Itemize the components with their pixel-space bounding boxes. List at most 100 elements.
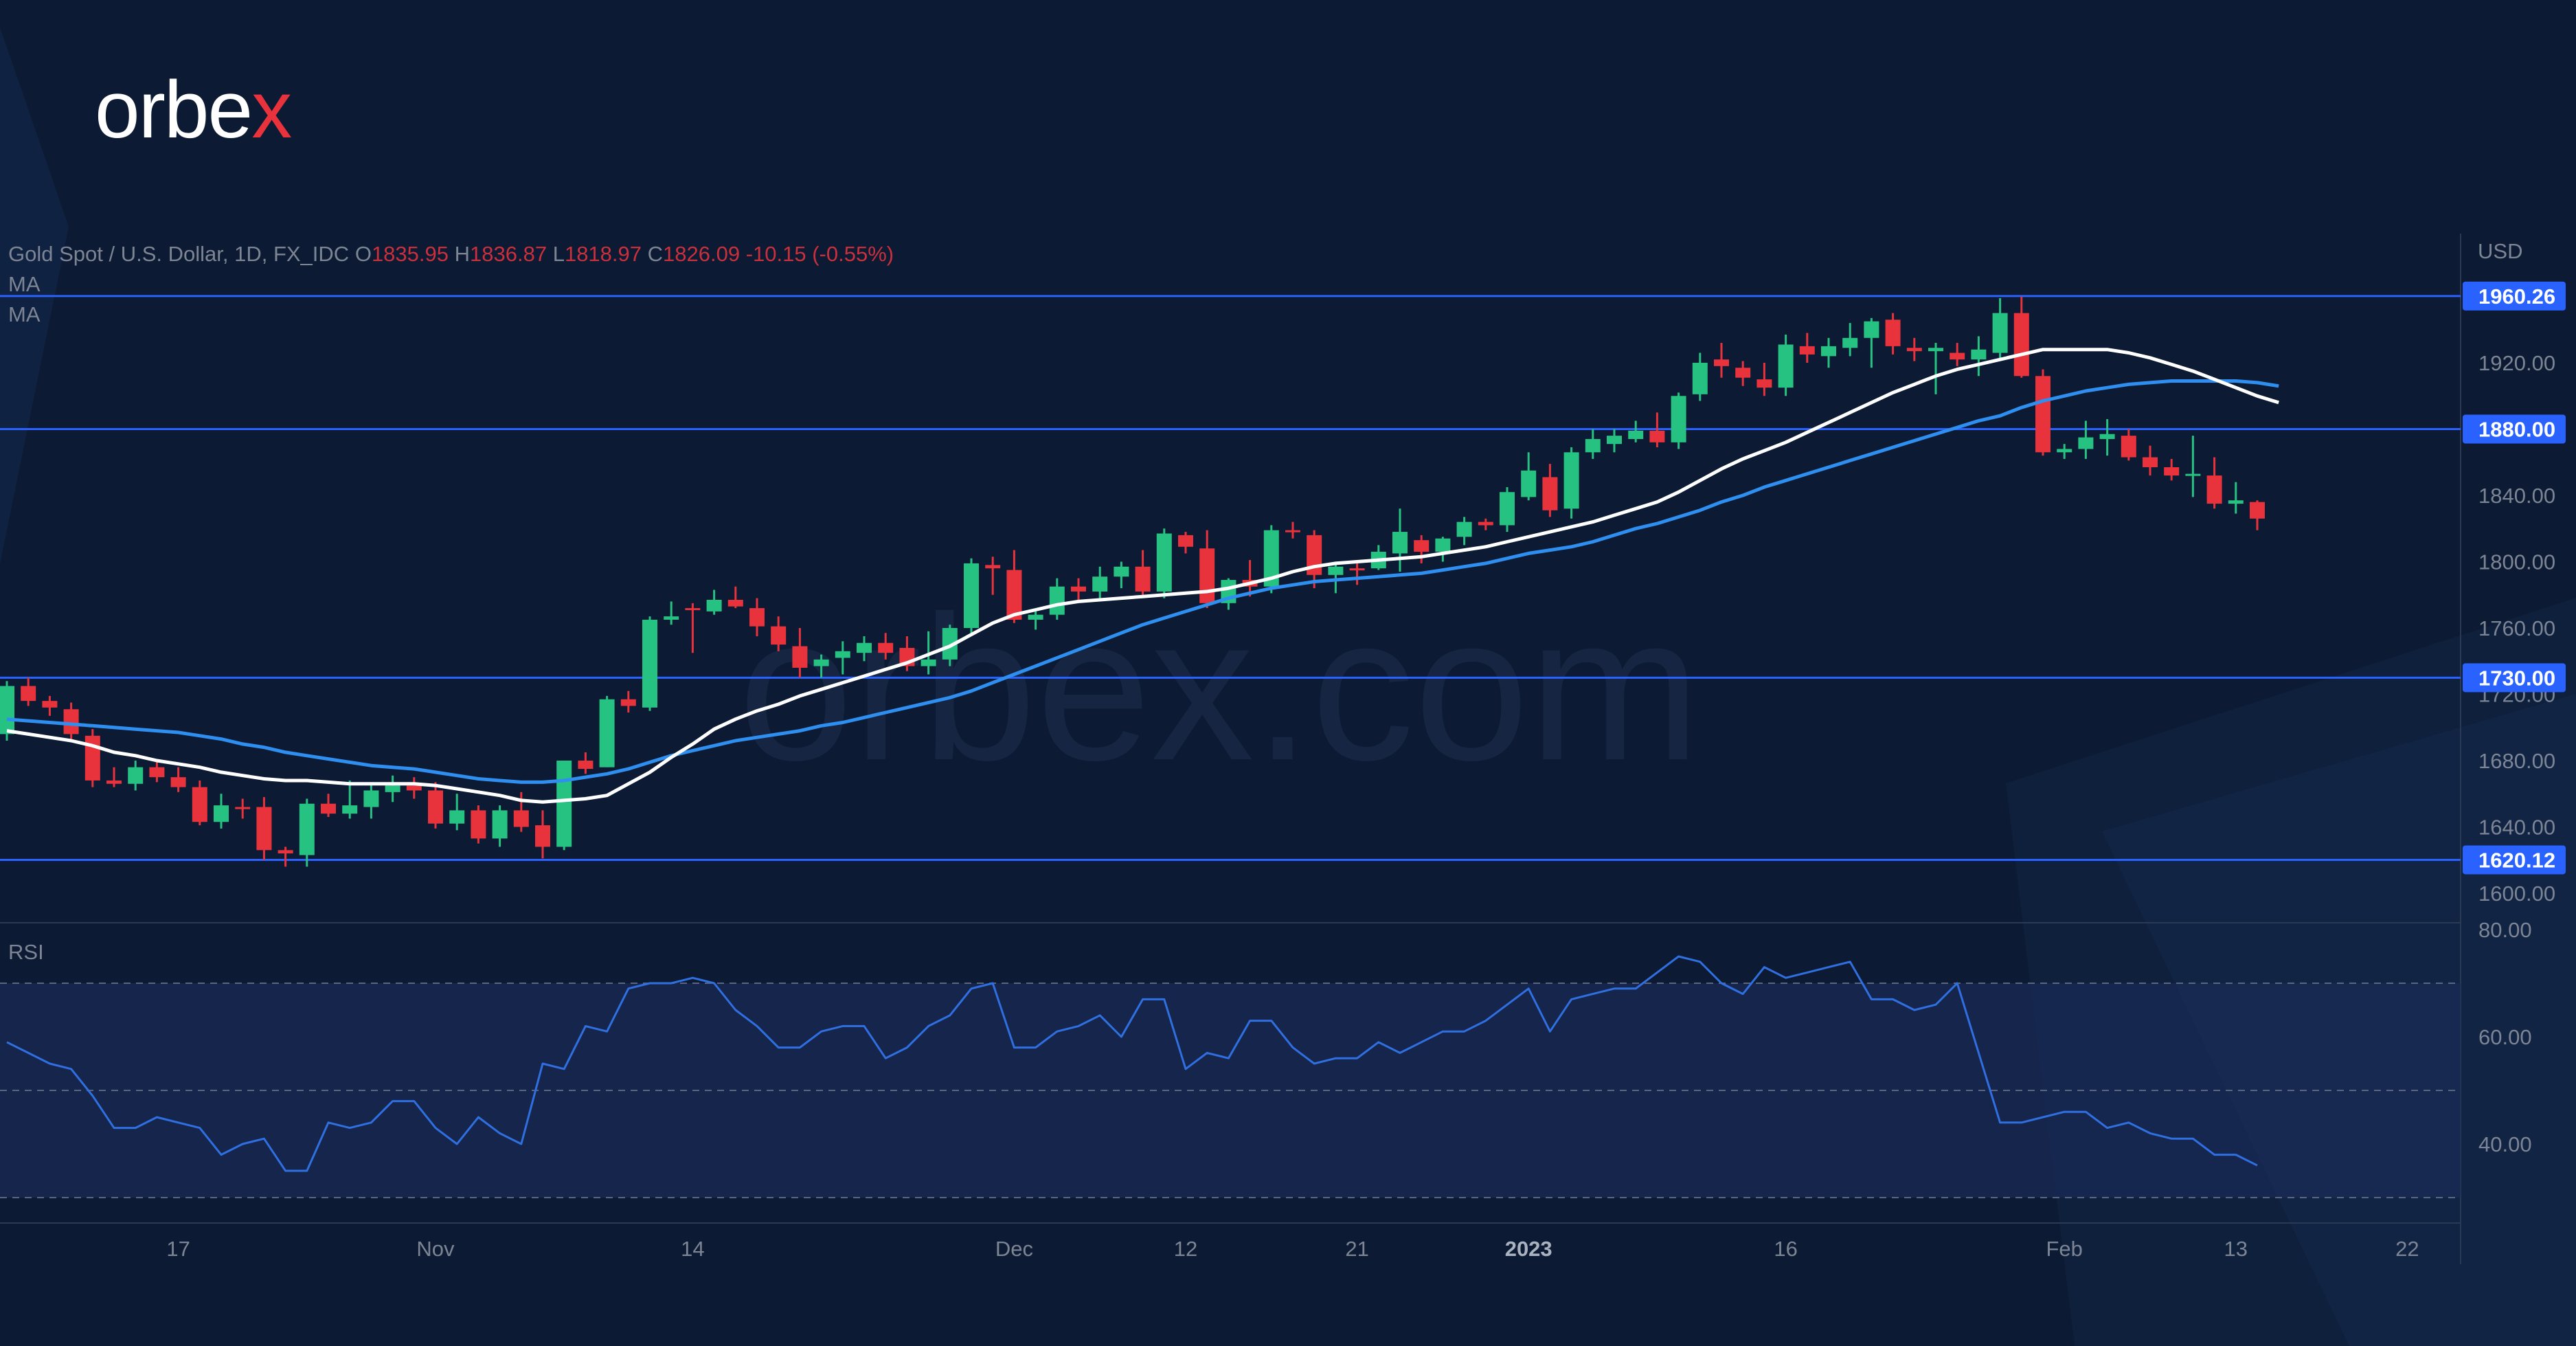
candle-body (256, 807, 272, 851)
candle-body (278, 850, 293, 854)
candle-body (1435, 538, 1451, 552)
level-badge (2463, 845, 2566, 875)
candle-body (342, 805, 358, 814)
candle-body (1071, 586, 1086, 592)
level-badge (2463, 663, 2566, 693)
candle-body (42, 701, 58, 708)
currency-label: USD (2478, 239, 2523, 263)
candle-body (2057, 449, 2072, 453)
candle-body (513, 810, 529, 827)
rsi-tick-label: 80.00 (2478, 918, 2532, 942)
time-tick-label: Nov (416, 1237, 455, 1261)
time-tick-label: Feb (2046, 1237, 2082, 1261)
candle-body (1928, 348, 1943, 352)
symbol-header: Gold Spot / U.S. Dollar, 1D, FX_IDC O183… (8, 242, 894, 267)
candle-body (2078, 437, 2094, 449)
candle-body (21, 686, 36, 702)
change-value: -10.15 (-0.55%) (745, 242, 894, 266)
candle-body (428, 790, 443, 824)
candle-body (1971, 349, 1987, 360)
candle-body (1349, 568, 1365, 571)
close-value: 1826.09 (663, 242, 741, 266)
candle-body (1992, 313, 2008, 353)
candle-body (363, 790, 379, 807)
price-tick-label: 1760.00 (2478, 616, 2555, 640)
candle-body (985, 565, 1001, 569)
rsi-line (6, 955, 2258, 1172)
candle-body (1649, 430, 1665, 442)
candle-body (1006, 570, 1022, 620)
candle-body (1328, 566, 1344, 575)
candle-body (170, 777, 186, 787)
candle-body (0, 686, 14, 734)
candle-body (599, 699, 615, 767)
orbex-logo: orbex (95, 65, 292, 155)
candle-body (1156, 533, 1172, 592)
time-tick-label: 2023 (1505, 1237, 1552, 1261)
low-label: L (552, 242, 565, 266)
candle-body (1114, 566, 1129, 577)
candle-body (192, 787, 207, 822)
high-label: H (454, 242, 471, 266)
candle-body (299, 803, 315, 855)
symbol-name: Gold Spot / U.S. Dollar, 1D, FX_IDC (8, 242, 350, 266)
candle-body (106, 780, 122, 784)
candle-body (1478, 521, 1493, 526)
price-tick-label: 1680.00 (2478, 749, 2555, 773)
candle-body (835, 651, 850, 658)
candle-body (2035, 376, 2050, 453)
candle-body (1778, 344, 1794, 388)
candle-body (535, 825, 550, 847)
time-tick-label: 12 (1174, 1237, 1197, 1261)
candle-body (1692, 363, 1708, 394)
candle-body (321, 803, 336, 814)
candle-body (1607, 436, 1622, 445)
open-value: 1835.95 (371, 242, 449, 266)
ma-fast-label: MA (8, 272, 41, 296)
candle-body (1714, 359, 1729, 366)
candle-body (406, 785, 422, 791)
time-tick-label: 14 (681, 1237, 704, 1261)
close-label: C (647, 242, 664, 266)
candle-body (2099, 434, 2115, 439)
candle-body (706, 599, 722, 612)
candle-body (2121, 436, 2136, 458)
time-tick-label: 13 (2224, 1237, 2248, 1261)
time-tick-label: 16 (1774, 1237, 1797, 1261)
candle-body (1799, 346, 1815, 355)
candle-body (878, 642, 894, 653)
candle-body (235, 807, 251, 809)
candle-body (2250, 502, 2265, 519)
candle-body (1864, 321, 1879, 338)
watermark: orbex.com (738, 572, 1701, 803)
candle-body (1563, 452, 1579, 509)
price-tick-label: 1920.00 (2478, 351, 2555, 375)
level-badge (2463, 281, 2566, 311)
candle-body (1028, 614, 1043, 620)
candle-body (1542, 477, 1558, 511)
candle-body (385, 785, 400, 792)
candle-body (1521, 470, 1537, 497)
candle-body (1756, 379, 1772, 388)
level-badge-label: 1880.00 (2478, 418, 2555, 442)
candle-body (964, 563, 979, 628)
candle-body (2164, 467, 2180, 476)
candle-body (1885, 319, 1901, 346)
candle-body (1671, 396, 1686, 442)
candle-body (1092, 576, 1108, 592)
time-tick-label: Dec (995, 1237, 1033, 1261)
candle-body (749, 608, 765, 627)
candle-body (578, 761, 594, 770)
candle-body (792, 646, 808, 668)
candle-body (813, 659, 829, 666)
candle-body (2143, 457, 2158, 467)
candle-body (84, 735, 100, 781)
rsi-tick-label: 40.00 (2478, 1132, 2532, 1156)
candle-body (1456, 521, 1472, 537)
candle-body (664, 616, 679, 620)
candle-body (857, 642, 872, 653)
candle-body (771, 626, 787, 645)
price-tick-label: 1800.00 (2478, 550, 2555, 574)
candle-body (214, 805, 229, 822)
